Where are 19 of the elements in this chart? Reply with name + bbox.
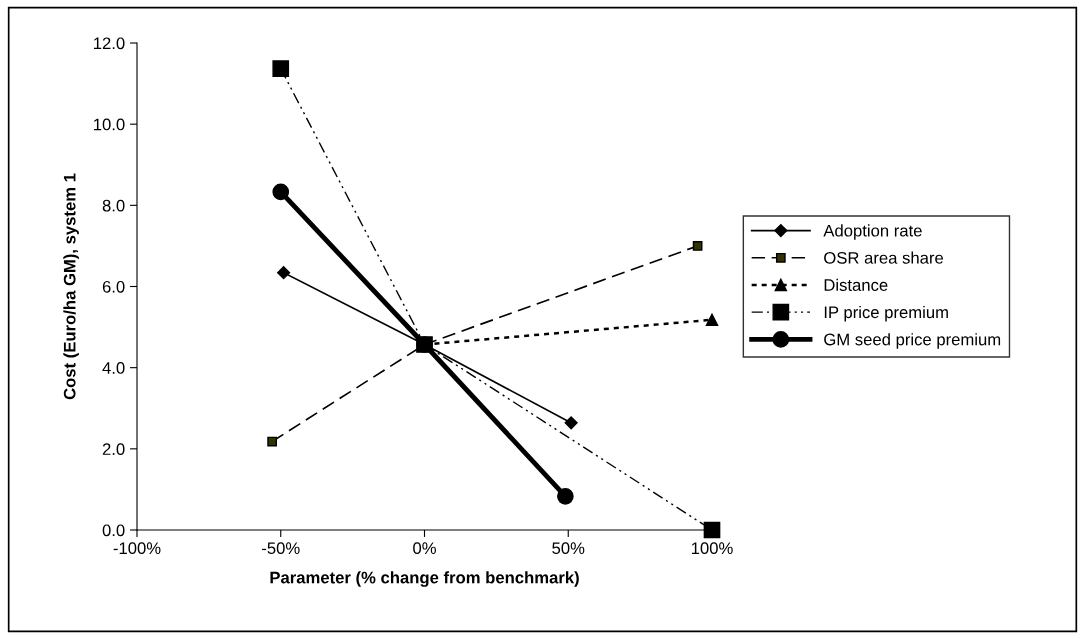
y-tick-label: 10.0	[94, 118, 125, 131]
legend-label: GM seed price premium	[824, 333, 1001, 349]
legend-label: OSR area share	[824, 251, 944, 264]
y-tick-label: 0.0	[102, 524, 125, 537]
y-tick-label: 6.0	[102, 280, 125, 293]
x-tick-label: -50%	[262, 542, 300, 555]
legend-label: Adoption rate	[823, 224, 922, 240]
x-tick-label: 0%	[413, 542, 436, 555]
x-tick-label: 50%	[552, 542, 585, 555]
y-tick-label: 12.0	[94, 37, 125, 50]
legend-label: IP price premium	[824, 305, 948, 322]
legend-label: Distance	[824, 278, 888, 291]
x-tick-label: 100%	[691, 542, 733, 555]
x-axis-title: Parameter (% change from benchmark)	[270, 571, 579, 587]
x-tick-label: -100%	[113, 542, 161, 555]
y-tick-label: 4.0	[102, 362, 125, 374]
y-tick-label: 2.0	[102, 443, 125, 456]
y-axis-title: Cost (Euro/ha GM), system 1	[63, 173, 79, 400]
y-tick-label: 8.0	[102, 199, 125, 212]
